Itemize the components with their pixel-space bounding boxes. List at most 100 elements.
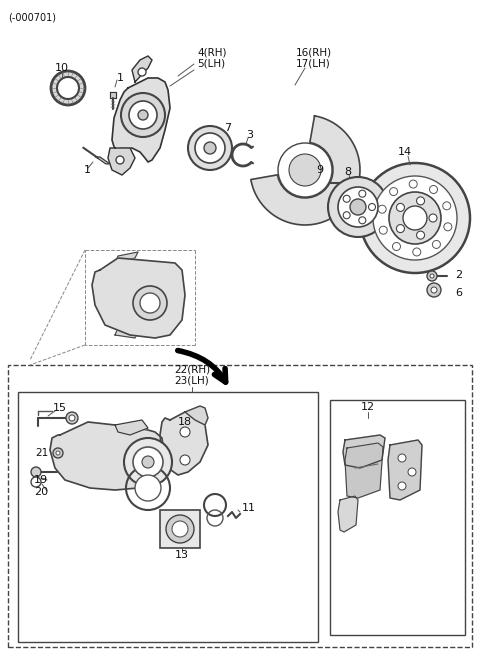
Circle shape <box>359 190 366 197</box>
Circle shape <box>360 163 470 273</box>
Polygon shape <box>160 412 208 475</box>
Polygon shape <box>185 406 208 425</box>
Polygon shape <box>110 92 116 98</box>
Circle shape <box>129 101 157 129</box>
Bar <box>330 400 465 635</box>
Bar <box>8 365 472 647</box>
Circle shape <box>138 68 146 76</box>
Polygon shape <box>338 496 358 532</box>
Polygon shape <box>115 252 138 263</box>
Polygon shape <box>345 443 383 498</box>
Text: 12: 12 <box>361 402 375 412</box>
Text: 21: 21 <box>35 448 48 458</box>
Circle shape <box>430 274 434 278</box>
Circle shape <box>429 214 437 222</box>
Circle shape <box>124 438 172 486</box>
Circle shape <box>443 202 451 210</box>
Circle shape <box>66 412 78 424</box>
Polygon shape <box>319 179 322 187</box>
Circle shape <box>31 467 41 477</box>
Polygon shape <box>108 148 135 175</box>
Circle shape <box>396 225 405 233</box>
Text: 1: 1 <box>84 165 91 175</box>
Polygon shape <box>115 420 148 435</box>
Circle shape <box>135 475 161 501</box>
Circle shape <box>403 206 427 230</box>
Circle shape <box>390 187 397 196</box>
Polygon shape <box>115 328 138 338</box>
Circle shape <box>338 187 378 227</box>
Text: 1: 1 <box>117 73 123 83</box>
Circle shape <box>430 185 437 193</box>
Text: 15: 15 <box>53 403 67 413</box>
Circle shape <box>31 477 41 487</box>
Bar <box>160 510 200 548</box>
Polygon shape <box>251 116 360 225</box>
Circle shape <box>431 287 437 293</box>
Circle shape <box>138 110 148 120</box>
Circle shape <box>343 212 350 219</box>
Circle shape <box>289 154 321 186</box>
Polygon shape <box>132 56 152 82</box>
Circle shape <box>417 197 425 205</box>
Circle shape <box>204 142 216 154</box>
Polygon shape <box>96 157 110 164</box>
Bar <box>18 392 318 642</box>
Circle shape <box>195 133 225 163</box>
Text: 14: 14 <box>398 147 412 157</box>
Circle shape <box>343 195 350 202</box>
Polygon shape <box>50 422 165 490</box>
Circle shape <box>350 199 366 215</box>
Circle shape <box>188 126 232 170</box>
Circle shape <box>140 293 160 313</box>
Circle shape <box>417 231 425 239</box>
Text: 9: 9 <box>316 165 324 175</box>
Circle shape <box>133 286 167 320</box>
Circle shape <box>408 468 416 476</box>
Circle shape <box>427 271 437 281</box>
Circle shape <box>398 482 406 490</box>
Circle shape <box>427 283 441 297</box>
Circle shape <box>278 143 332 197</box>
Circle shape <box>116 156 124 164</box>
Text: 19: 19 <box>34 475 48 485</box>
Circle shape <box>373 176 457 260</box>
Text: 11: 11 <box>242 503 256 513</box>
Circle shape <box>378 205 386 213</box>
Circle shape <box>409 180 417 188</box>
Polygon shape <box>388 440 422 500</box>
Circle shape <box>51 71 85 105</box>
Circle shape <box>379 226 387 234</box>
Circle shape <box>393 242 400 250</box>
Circle shape <box>180 455 190 465</box>
Circle shape <box>432 240 440 248</box>
Polygon shape <box>92 258 185 338</box>
Polygon shape <box>343 435 385 468</box>
Text: 4(RH)
5(LH): 4(RH) 5(LH) <box>197 47 227 69</box>
Text: 2: 2 <box>455 270 462 280</box>
Circle shape <box>133 447 163 477</box>
Circle shape <box>369 204 375 210</box>
Text: 3: 3 <box>247 130 253 140</box>
Text: 13: 13 <box>175 550 189 560</box>
Circle shape <box>389 192 441 244</box>
Circle shape <box>413 248 421 256</box>
Text: 8: 8 <box>345 167 351 177</box>
Circle shape <box>166 515 194 543</box>
Circle shape <box>398 454 406 462</box>
Circle shape <box>396 204 405 212</box>
Text: 22(RH)
23(LH): 22(RH) 23(LH) <box>174 364 210 386</box>
Circle shape <box>359 217 366 224</box>
Circle shape <box>56 451 60 455</box>
Text: 16(RH)
17(LH): 16(RH) 17(LH) <box>296 47 332 69</box>
Text: 18: 18 <box>178 417 192 427</box>
Text: 6: 6 <box>455 288 462 298</box>
Text: (-000701): (-000701) <box>8 12 56 22</box>
Circle shape <box>142 456 154 468</box>
Circle shape <box>69 415 75 421</box>
Text: 10: 10 <box>55 63 69 73</box>
Circle shape <box>328 177 388 237</box>
Text: 7: 7 <box>225 123 231 133</box>
Circle shape <box>53 448 63 458</box>
Circle shape <box>180 427 190 437</box>
